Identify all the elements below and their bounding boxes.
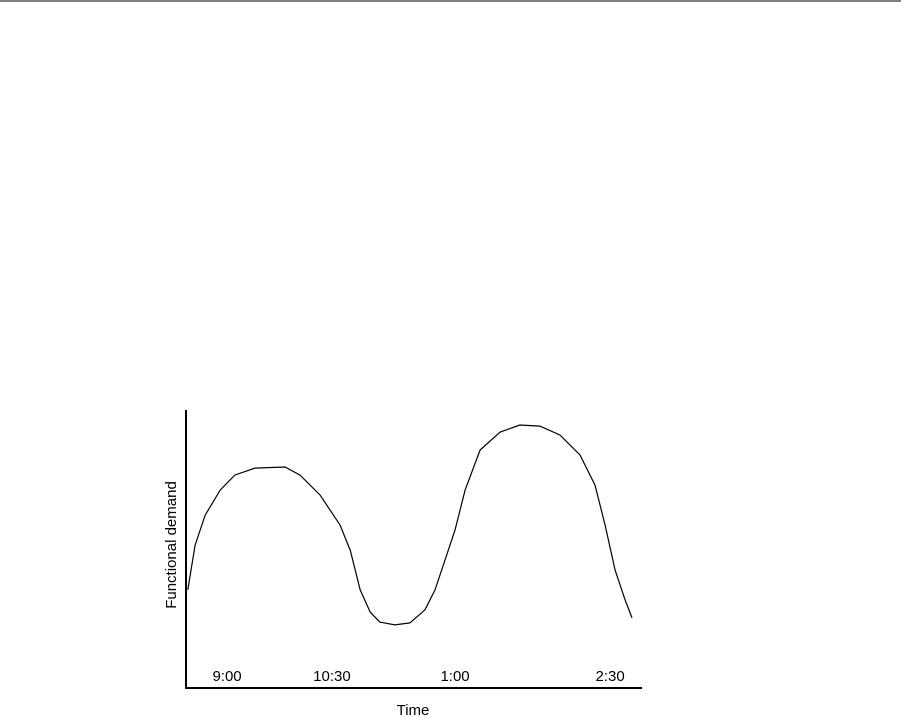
x-tick-label: 2:30: [595, 668, 624, 685]
x-tick-label: 1:00: [440, 668, 469, 685]
x-tick-label: 9:00: [212, 668, 241, 685]
x-tick-label: 10:30: [313, 668, 351, 685]
x-axis-label: Time: [397, 702, 430, 717]
demand-line: [187, 424, 633, 626]
y-axis-label: Functional demand: [163, 481, 180, 609]
